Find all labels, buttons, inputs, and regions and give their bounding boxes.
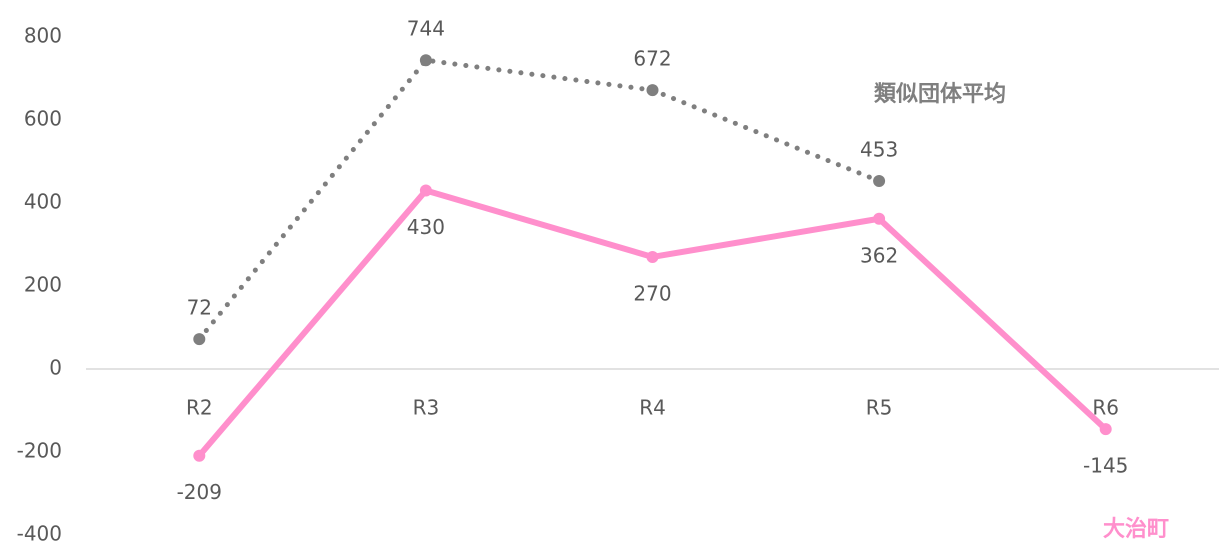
series-label: 類似団体平均 [874,81,1006,107]
y-tick-label: 200 [24,273,62,297]
data-point [646,84,659,97]
data-label: 72 [187,296,212,320]
data-point [419,54,432,67]
series-line [196,57,882,342]
x-tick-label: R6 [1092,396,1119,420]
data-label: -145 [1083,454,1128,478]
data-label: 362 [860,243,898,267]
data-point [193,333,206,346]
y-tick-label: -200 [17,439,62,463]
y-tick-label: 800 [24,24,62,48]
data-point [193,449,206,462]
data-point [873,175,886,188]
data-label: 270 [633,281,671,305]
series-label: 大治町 [1103,516,1169,542]
data-label: 672 [633,47,671,71]
x-tick-label: R2 [186,396,213,420]
x-tick-label: R5 [866,396,893,420]
y-tick-label: 600 [24,107,62,131]
data-label: 744 [407,17,445,41]
data-point [419,184,432,197]
y-tick-label: 0 [49,356,62,380]
x-tick-label: R3 [413,396,440,420]
y-tick-label: -400 [17,522,62,544]
data-label: -209 [177,480,222,504]
data-label: 430 [407,215,445,239]
data-label: 453 [860,138,898,162]
y-tick-label: 400 [24,190,62,214]
data-point [873,212,886,225]
data-point [1099,423,1112,436]
data-point [646,250,659,263]
x-tick-label: R4 [639,396,666,420]
